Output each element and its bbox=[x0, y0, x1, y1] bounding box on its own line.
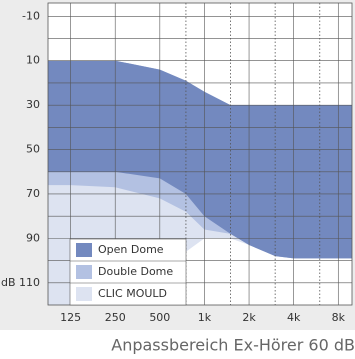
y-tick-label: -10 bbox=[22, 9, 40, 22]
legend-label: CLIC MOULD bbox=[98, 287, 167, 300]
caption: Anpassbereich Ex-Hörer 60 dB bbox=[111, 336, 355, 355]
x-tick-label: 500 bbox=[149, 311, 170, 324]
x-tick-label: 1k bbox=[198, 311, 212, 324]
y-tick-label: 10 bbox=[26, 54, 40, 67]
legend-swatch bbox=[76, 287, 92, 301]
y-tick-label: 70 bbox=[26, 187, 40, 200]
range-area bbox=[48, 60, 352, 259]
legend-label: Open Dome bbox=[98, 243, 164, 256]
y-tick-label: 90 bbox=[26, 231, 40, 244]
y-tick-label: 30 bbox=[26, 98, 40, 111]
x-tick-label: 250 bbox=[105, 311, 126, 324]
x-tick-label: 125 bbox=[60, 311, 81, 324]
legend-label: Double Dome bbox=[98, 265, 173, 278]
x-tick-label: 4k bbox=[287, 311, 301, 324]
plot-border bbox=[47, 2, 353, 306]
legend-swatch bbox=[76, 243, 92, 257]
legend-swatch bbox=[76, 265, 92, 279]
y-tick-label: dB 110 bbox=[1, 276, 40, 289]
x-tick-label: 8k bbox=[332, 311, 346, 324]
x-tick-label: 2k bbox=[242, 311, 256, 324]
y-tick-label: 50 bbox=[26, 143, 40, 156]
